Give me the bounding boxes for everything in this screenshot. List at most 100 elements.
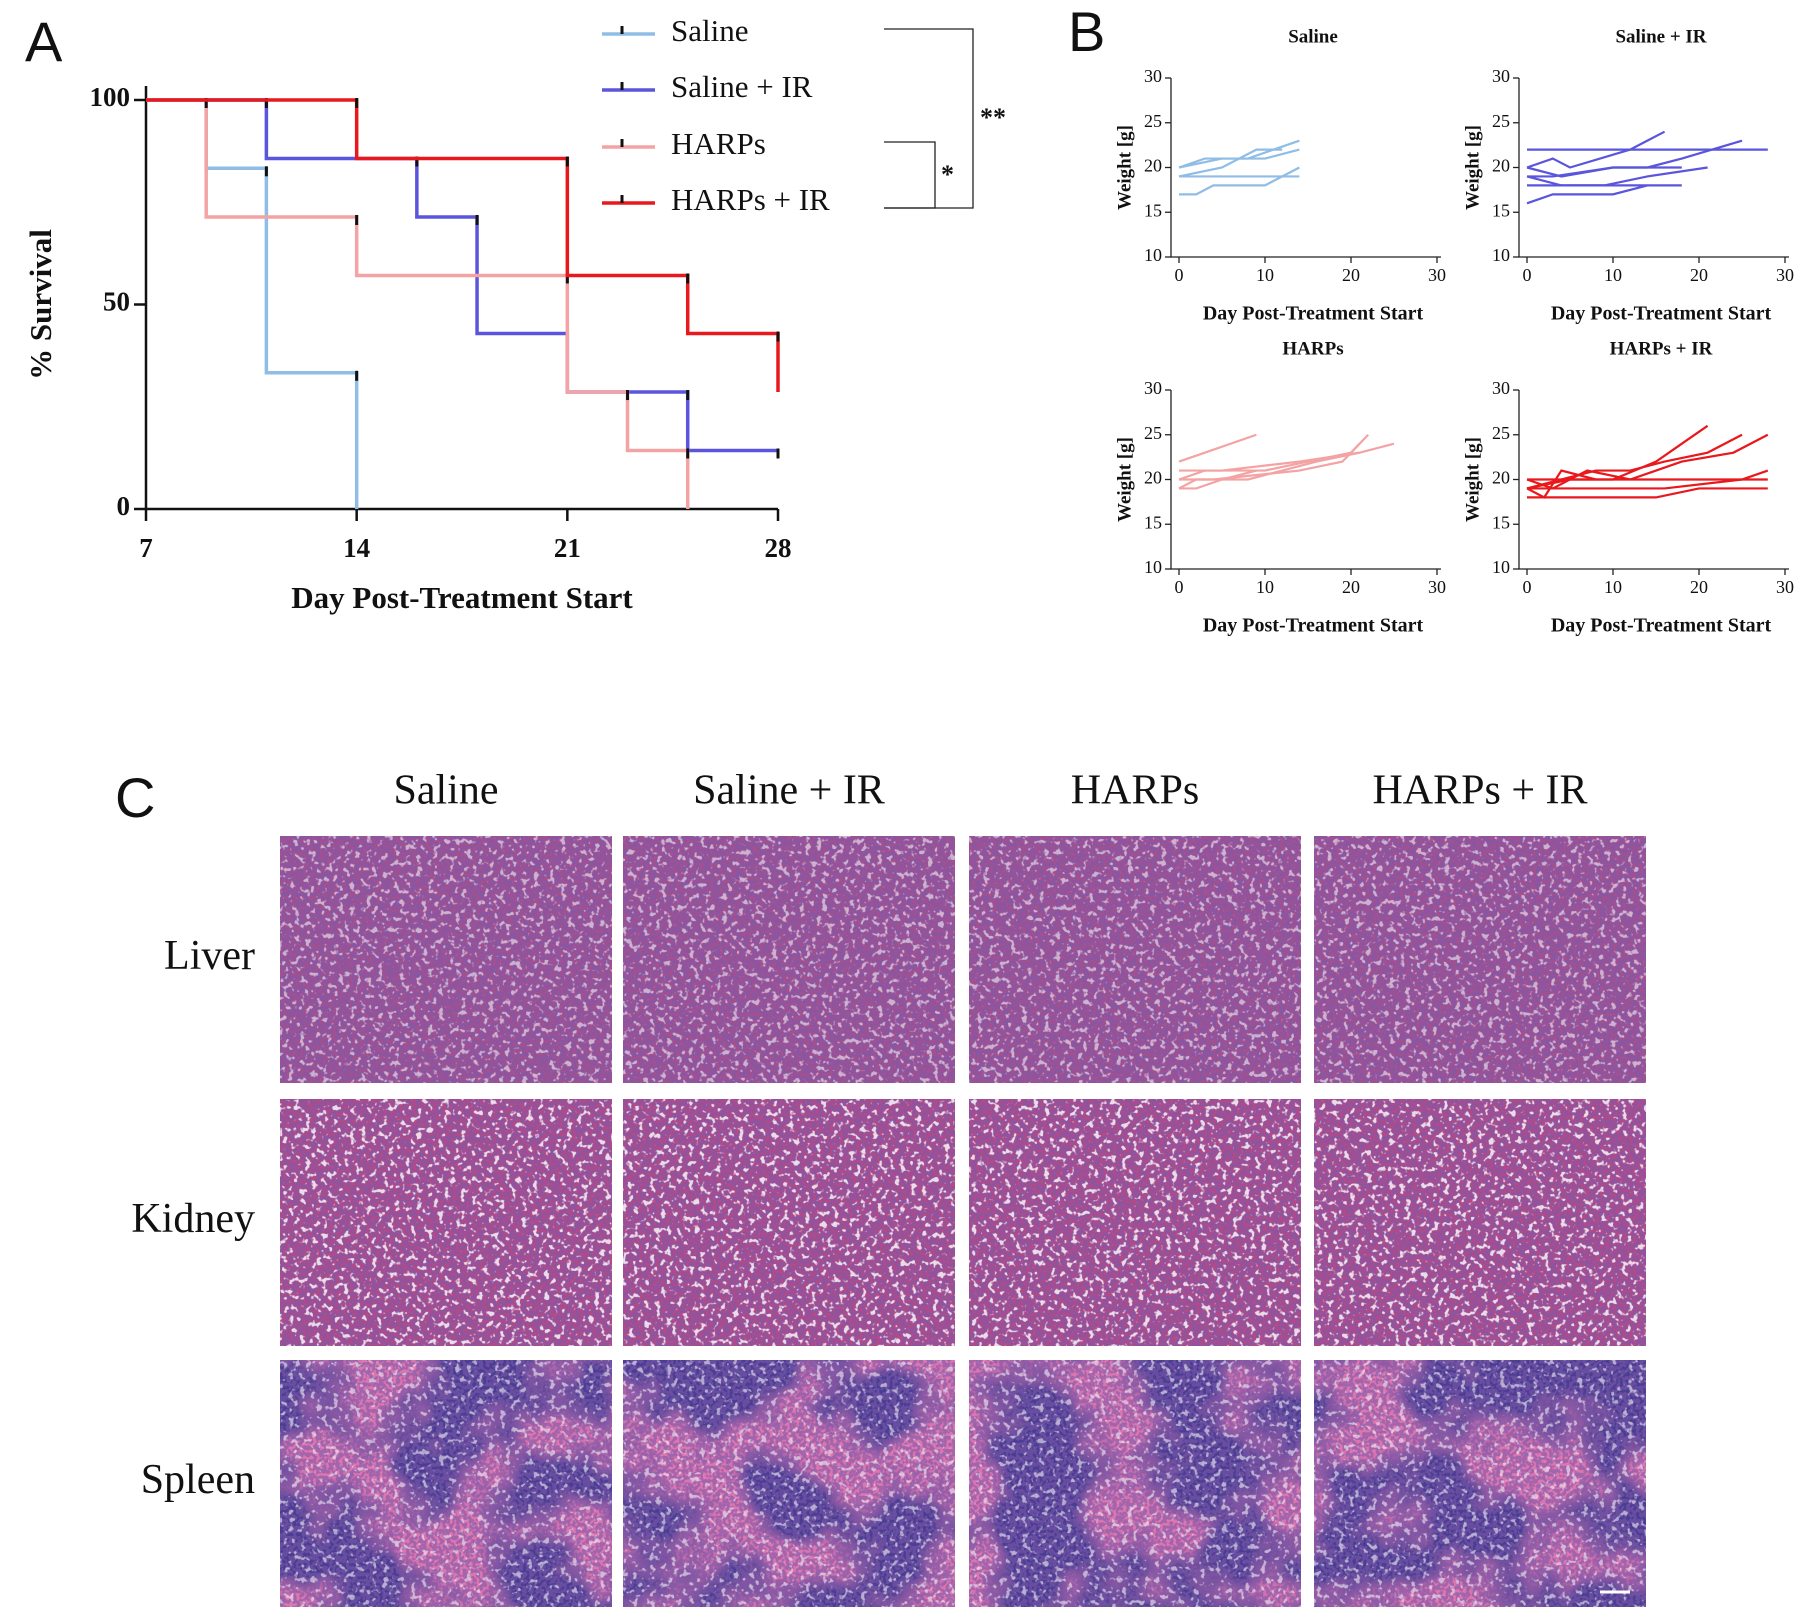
legend-label: Saline: [671, 13, 749, 48]
tissue-texture: [623, 1360, 955, 1607]
x-axis-label: Day Post-Treatment Start: [291, 580, 633, 615]
y-tick-label: 30: [1144, 66, 1162, 86]
panel-label: C: [115, 766, 155, 829]
x-axis-label: Day Post-Treatment Start: [1203, 615, 1424, 637]
weight-line: [1526, 175, 1682, 187]
tissue-texture: [623, 1099, 955, 1346]
y-tick-label: 25: [1492, 423, 1510, 443]
row-label: Liver: [164, 933, 255, 979]
x-axis-label: Day Post-Treatment Start: [1551, 303, 1772, 325]
weight-line: [1526, 184, 1648, 205]
significance-bracket: [884, 28, 974, 209]
survival-curve: [146, 98, 780, 393]
tissue-texture: [969, 836, 1301, 1083]
panel-label: B: [1068, 0, 1105, 63]
y-tick-label: 15: [1144, 200, 1162, 220]
y-tick-label: 25: [1492, 111, 1510, 131]
y-tick-label: 15: [1144, 512, 1162, 532]
tissue-texture: [1314, 1360, 1646, 1607]
y-axis-label: Weight [g]: [1462, 437, 1483, 522]
y-tick-label: 0: [117, 491, 131, 521]
x-tick-label: 10: [1256, 265, 1274, 285]
chart-title: HARPs + IR: [1610, 338, 1713, 359]
x-tick-label: 0: [1175, 577, 1184, 597]
tissue-texture: [280, 1099, 612, 1346]
y-tick-label: 10: [1492, 557, 1510, 577]
y-tick-label: 30: [1492, 66, 1510, 86]
tissue-texture: [280, 836, 612, 1083]
chart-title: Saline: [1288, 26, 1338, 47]
x-tick-label: 30: [1428, 577, 1446, 597]
tissue-texture: [280, 1360, 612, 1607]
column-label: HARPs: [1071, 768, 1199, 814]
column-label: HARPs + IR: [1372, 768, 1587, 814]
x-tick-label: 14: [343, 533, 370, 563]
row-label: Kidney: [131, 1196, 255, 1242]
x-axis-label: Day Post-Treatment Start: [1203, 303, 1424, 325]
x-tick-label: 10: [1604, 265, 1622, 285]
y-axis-label: Weight [g]: [1114, 437, 1135, 522]
x-tick-label: 28: [765, 533, 792, 563]
tissue-texture: [969, 1099, 1301, 1346]
tissue-texture: [1314, 1099, 1646, 1346]
x-tick-label: 21: [554, 533, 581, 563]
y-axis-label: Weight [g]: [1462, 125, 1483, 210]
x-tick-label: 30: [1776, 265, 1794, 285]
significance-mark: **: [980, 103, 1006, 132]
tissue-texture: [623, 836, 955, 1083]
x-tick-label: 0: [1523, 577, 1532, 597]
row-label: Spleen: [141, 1457, 255, 1503]
survival-curve: [146, 98, 359, 509]
weight-line: [1179, 166, 1300, 196]
x-tick-label: 10: [1604, 577, 1622, 597]
significance-bracket: [884, 141, 936, 209]
weight-line: [1527, 487, 1768, 499]
y-tick-label: 25: [1144, 423, 1162, 443]
weight-line: [1179, 469, 1257, 490]
x-tick-label: 20: [1342, 577, 1360, 597]
significance-mark: *: [941, 160, 954, 189]
y-tick-label: 20: [1492, 156, 1510, 176]
tissue-texture: [969, 1360, 1301, 1607]
y-tick-label: 10: [1144, 557, 1162, 577]
y-tick-label: 100: [90, 82, 131, 112]
x-tick-label: 0: [1523, 265, 1532, 285]
x-tick-label: 20: [1342, 265, 1360, 285]
weight-line: [1527, 139, 1743, 178]
x-tick-label: 20: [1690, 265, 1708, 285]
y-tick-label: 15: [1492, 200, 1510, 220]
legend-label: HARPs: [671, 126, 766, 161]
histology-grid: Saline Saline + IR HARPs HARPs + IR Liver Kid…: [131, 768, 1646, 1607]
legend-label: Saline + IR: [671, 69, 813, 104]
weight-line: [1178, 433, 1257, 463]
y-tick-label: 15: [1492, 512, 1510, 532]
weight-line: [1178, 148, 1300, 169]
x-tick-label: 10: [1256, 577, 1274, 597]
y-tick-label: 30: [1144, 378, 1162, 398]
column-label: Saline + IR: [693, 768, 885, 814]
y-tick-label: 10: [1492, 245, 1510, 265]
panel-label: A: [25, 10, 63, 73]
weight-line: [1526, 130, 1666, 169]
y-tick-label: 25: [1144, 111, 1162, 131]
y-tick-label: 20: [1144, 156, 1162, 176]
y-tick-label: 10: [1144, 245, 1162, 265]
weight-line: [1179, 442, 1361, 481]
weight-line: [1527, 469, 1769, 490]
chart-title: HARPs: [1282, 338, 1343, 359]
weight-line: [1178, 451, 1360, 490]
y-axis-label: % Survival: [23, 229, 58, 380]
weight-line: [1526, 469, 1597, 499]
y-tick-label: 20: [1492, 468, 1510, 488]
x-tick-label: 30: [1776, 577, 1794, 597]
x-tick-label: 7: [139, 533, 153, 563]
y-tick-label: 20: [1144, 468, 1162, 488]
x-tick-label: 0: [1175, 265, 1184, 285]
x-tick-label: 20: [1690, 577, 1708, 597]
tissue-texture: [1314, 836, 1646, 1083]
y-tick-label: 50: [103, 287, 130, 317]
legend-label: HARPs + IR: [671, 182, 830, 217]
column-label: Saline: [394, 768, 499, 814]
chart-title: Saline + IR: [1615, 26, 1706, 47]
